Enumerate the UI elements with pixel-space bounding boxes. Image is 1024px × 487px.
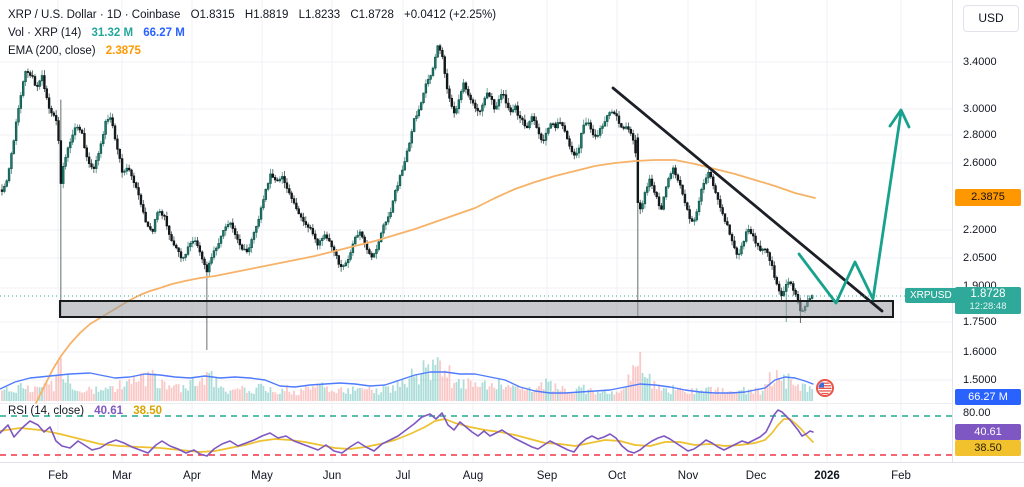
time-axis-label: Apr (183, 470, 201, 482)
ohlc-close: C1.8728 (350, 9, 394, 21)
time-axis-label: Jul (395, 470, 411, 482)
volume-value: 31.32 M (91, 27, 134, 39)
volume-axis-badge: 66.27 M (955, 389, 1021, 405)
price-axis-label: 1.5000 (963, 374, 997, 386)
time-axis[interactable]: Feb Mar Apr May Jun Jul Aug Sep Oct Nov Dec 2026 Feb (0, 462, 1024, 487)
time-axis-label: 2026 (814, 470, 840, 482)
volume-ma-value: 66.27 M (143, 27, 185, 39)
ohlc-high: H1.8819 (244, 9, 289, 21)
rsi-value: 40.61 (94, 405, 124, 417)
bar-countdown: 12:28:48 (969, 301, 1007, 312)
volume-legend-row[interactable]: Vol · XRP (14) 31.32 M 66.27 M (8, 24, 503, 42)
volume-indicator-label: Vol · XRP (14) (8, 27, 82, 39)
symbol-title: XRP / U.S. Dollar · 1D · Coinbase (8, 9, 181, 21)
price-axis-label: 80.00 (963, 407, 991, 419)
price-line-symbol-chip: XRPUSD (905, 288, 957, 303)
price-axis-label: 2.8000 (963, 129, 997, 141)
time-axis-label: Oct (608, 470, 626, 482)
ohlc-low: L1.8233 (298, 9, 341, 21)
ohlc-open: O1.8315 (190, 9, 235, 21)
last-price-axis-badge: 1.8728 12:28:48 (955, 287, 1021, 314)
time-axis-label: Dec (745, 470, 767, 482)
time-axis-label: Sep (536, 470, 558, 482)
last-price-value: 1.8728 (970, 288, 1006, 300)
price-change: +0.0412 (+2.25%) (404, 9, 497, 21)
rsi-ma-axis-badge: 38.50 (955, 440, 1021, 456)
price-axis-label: 1.7500 (963, 316, 997, 328)
rsi-axis-badge: 40.61 (955, 424, 1021, 440)
time-axis-label: Nov (677, 470, 699, 482)
time-axis-label: Jun (322, 470, 342, 482)
price-axis-label: 1.6000 (963, 346, 997, 358)
rsi-indicator-label: RSI (14, close) (8, 405, 85, 417)
time-axis-label: Feb (48, 470, 68, 482)
time-axis-label: Aug (462, 470, 484, 482)
ema-indicator-label: EMA (200, close) (8, 45, 96, 57)
time-axis-label: Feb (891, 470, 911, 482)
symbol-legend-row[interactable]: XRP / U.S. Dollar · 1D · Coinbase O1.831… (8, 6, 503, 24)
ema-legend-row[interactable]: EMA (200, close) 2.3875 (8, 42, 503, 60)
rsi-legend-row[interactable]: RSI (14, close) 40.61 38.50 (8, 405, 169, 417)
currency-toggle-button[interactable]: USD (963, 5, 1019, 32)
price-axis-label: 2.0500 (963, 252, 997, 264)
ema-axis-badge: 2.3875 (955, 189, 1021, 206)
time-axis-label: May (251, 470, 273, 482)
rsi-ma-value: 38.50 (133, 405, 163, 417)
price-axis-label: 3.4000 (963, 56, 997, 68)
time-axis-label: Mar (112, 470, 132, 482)
price-axis[interactable]: 2.3875 1.8728 12:28:48 66.27 M 40.61 38.… (952, 0, 1024, 462)
us-flag-event-icon (816, 379, 834, 397)
ema-value: 2.3875 (105, 45, 141, 57)
chart-legend[interactable]: XRP / U.S. Dollar · 1D · Coinbase O1.831… (8, 6, 503, 60)
price-axis-label: 2.6000 (963, 157, 997, 169)
price-axis-label: 3.0000 (963, 103, 997, 115)
price-axis-label: 2.2000 (963, 224, 997, 236)
